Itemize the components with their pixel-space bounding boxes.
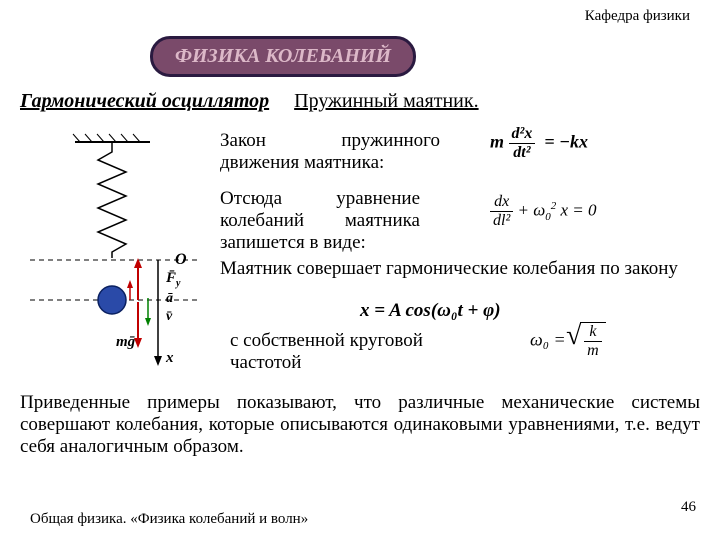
ode-sup: 2 [551,200,557,212]
equation-ode: dx dl² + ω02 x = 0 [490,194,597,229]
eq-d2x: d²x [512,125,533,142]
label-mg: mḡ [116,334,136,350]
label-O: O [175,251,187,268]
ode-plus: + ω [518,200,546,219]
ode-num: dx [490,194,513,212]
ode-xeq: x = 0 [560,200,596,219]
page-number: 46 [681,499,696,516]
oscillator-heading: Гармонический осциллятор [20,90,269,112]
eq-dt2: dt² [513,144,530,161]
omega-k: k [584,324,602,342]
omega-m: m [584,342,602,359]
label-v: v̄ [166,309,173,324]
page-title: ФИЗИКА КОЛЕБАНИЙ [150,36,416,77]
summary-text: Приведенные примеры показывают, что разл… [20,392,700,458]
spring-pendulum-diagram: O F̄y ā v̄ mḡ x [20,130,220,380]
eq-rhs: = −kx [544,132,588,152]
label-x: x [165,350,174,366]
label-a: ā [166,291,173,306]
omega-lhs: ω₀ = [530,330,566,350]
frequency-text: с собственной круговой частотой [230,330,470,374]
footer-course: Общая физика. «Физика колебаний и волн» [30,511,308,528]
law-text: Закон пружинного движения маятника: [220,130,440,174]
ode-sub: 0 [545,211,551,223]
equation-intro-text: Отсюда уравнение колебаний маятника запи… [220,188,420,254]
ode-den: dl² [490,212,513,229]
department-label: Кафедра физики [585,8,690,25]
equation-omega: ω₀ = √ k m [530,322,606,359]
equation-solution: x = A cos(ω₀t + φ) [360,300,501,322]
pendulum-heading: Пружинный маятник. [294,90,478,112]
subtitle-row: Гармонический осциллятор Пружинный маятн… [20,90,479,113]
harmonic-text: Маятник совершает гармонические колебани… [220,258,700,280]
equation-newton: m d²x dt² = −kx [490,126,588,161]
eq-m: m [490,132,504,152]
label-Fy: F̄y [165,270,181,289]
